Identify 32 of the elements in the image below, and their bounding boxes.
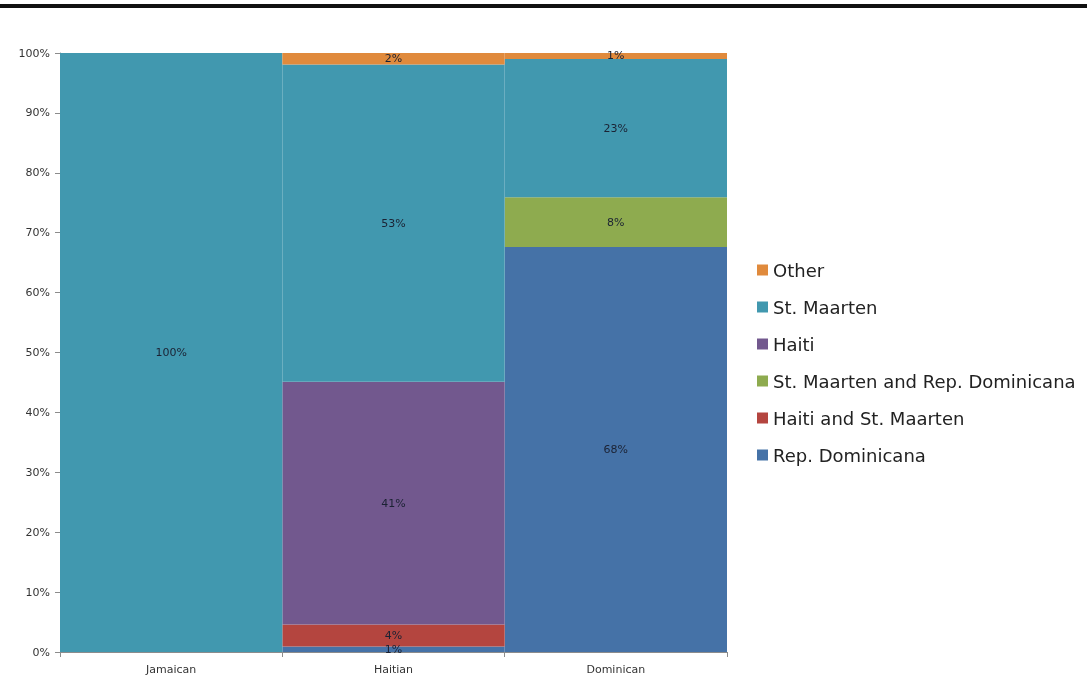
legend-label: Other [773, 259, 825, 281]
y-tick-label: 80% [25, 166, 50, 180]
data-label: 2% [384, 52, 403, 66]
y-tick-label: 10% [25, 585, 50, 599]
x-tick-label: Dominican [586, 663, 646, 676]
data-label: 23% [603, 121, 629, 135]
y-tick-label: 0% [32, 645, 50, 659]
data-label: 8% [607, 215, 625, 229]
y-tick-label: 100% [18, 46, 50, 60]
y-tick-label: 20% [25, 525, 50, 539]
data-label: 41% [381, 496, 406, 510]
bar [504, 197, 727, 248]
y-tick-label: 70% [25, 226, 50, 240]
data-label: 68% [603, 443, 629, 457]
bar [282, 381, 505, 625]
x-tick-label: Jamaican [145, 663, 197, 676]
y-tick-label: 50% [25, 346, 50, 359]
data-label: 100% [155, 346, 187, 359]
legend-label: Haiti [773, 333, 815, 355]
x-tick-label: Haitian [373, 663, 414, 676]
data-label: 1% [607, 49, 625, 63]
data-label: 53% [381, 216, 406, 230]
y-tick-label: 30% [25, 465, 50, 479]
legend-label: Rep. Dominicana [773, 444, 926, 466]
legend-label: Haiti and St. Maarten [773, 407, 965, 429]
legend-label: St. Maarten and Rep. Dominicana [773, 370, 1076, 392]
bar [282, 624, 505, 647]
y-tick-label: 40% [25, 405, 50, 419]
data-label: 4% [384, 629, 403, 643]
y-tick-label: 90% [25, 106, 50, 120]
legend-label: St. Maarten [773, 296, 878, 318]
y-tick-label: 60% [25, 286, 50, 300]
